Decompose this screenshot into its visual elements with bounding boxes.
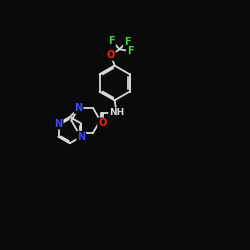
- Text: O: O: [98, 118, 106, 128]
- Text: F: F: [124, 36, 130, 46]
- Text: N: N: [74, 103, 82, 113]
- Text: F: F: [108, 36, 115, 46]
- Text: N: N: [54, 118, 62, 128]
- Text: N: N: [77, 132, 85, 142]
- Text: NH: NH: [109, 108, 124, 117]
- Text: F: F: [127, 46, 133, 56]
- Text: O: O: [107, 50, 115, 60]
